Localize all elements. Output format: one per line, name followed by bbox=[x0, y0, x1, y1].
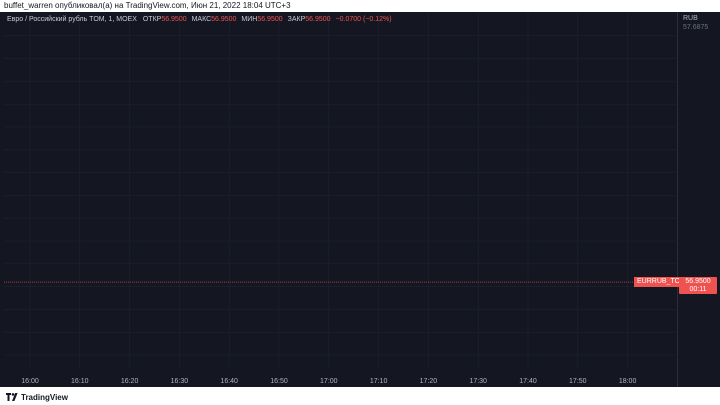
high-label: МАКС bbox=[191, 16, 212, 23]
price-axis[interactable] bbox=[677, 12, 720, 387]
time-tick-label: 17:20 bbox=[420, 378, 438, 385]
symbol-info: Евро / Российский рубль TOM, 1, MOEX bbox=[7, 16, 137, 23]
low-value: 56.9500 bbox=[257, 16, 283, 23]
time-tick-label: 18:00 bbox=[619, 378, 637, 385]
bar-countdown: 00:11 bbox=[689, 286, 707, 294]
price-axis-top-label: 57.6875 bbox=[683, 24, 709, 31]
open-label: ОТКР bbox=[142, 16, 162, 23]
time-tick-label: 17:30 bbox=[469, 378, 487, 385]
time-tick-label: 16:20 bbox=[121, 378, 139, 385]
close-value: 56.9500 bbox=[305, 16, 331, 23]
currency-label: RUB bbox=[683, 15, 698, 22]
tradingview-logo[interactable]: TradingView bbox=[6, 392, 68, 402]
time-tick-label: 17:10 bbox=[370, 378, 388, 385]
low-label: МИН bbox=[241, 16, 258, 23]
close-label: ЗАКР bbox=[287, 16, 306, 23]
candlestick-chart[interactable]: 57.625057.562557.500057.437557.375057.31… bbox=[0, 12, 720, 387]
current-price-tag: 56.9500 00:11 bbox=[679, 277, 717, 295]
time-tick-label: 17:00 bbox=[320, 378, 338, 385]
time-tick-label: 16:40 bbox=[220, 378, 238, 385]
time-tick-label: 16:10 bbox=[71, 378, 89, 385]
time-tick-label: 16:00 bbox=[21, 378, 39, 385]
footer-bar: TradingView bbox=[0, 389, 720, 405]
tradingview-logo-icon bbox=[6, 393, 18, 401]
publisher-bar: buffet_warren опубликовал(а) на TradingV… bbox=[0, 0, 720, 12]
high-value: 56.9500 bbox=[211, 16, 237, 23]
time-tick-label: 16:50 bbox=[270, 378, 288, 385]
brand-name: TradingView bbox=[21, 392, 68, 402]
time-tick-label: 16:30 bbox=[171, 378, 189, 385]
change-value: −0.0700 (−0.12%) bbox=[335, 16, 392, 23]
publisher-line: buffet_warren опубликовал(а) на TradingV… bbox=[4, 1, 291, 10]
chart-pane[interactable]: 57.625057.562557.500057.437557.375057.31… bbox=[0, 12, 720, 387]
time-tick-label: 17:40 bbox=[519, 378, 537, 385]
symbol-price-tag: EURRUB_TOM bbox=[634, 277, 689, 288]
open-value: 56.9500 bbox=[161, 16, 187, 23]
grid-lines bbox=[4, 12, 676, 367]
time-tick-label: 17:50 bbox=[569, 378, 587, 385]
time-axis-ticks: 16:00 16:10 16:20 16:30 16:40 16:50 17:00 17:10… bbox=[21, 378, 636, 385]
current-price-value: 56.9500 bbox=[685, 278, 711, 286]
symbol-legend: Евро / Российский рубль TOM, 1, MOEX ОТК… bbox=[7, 16, 392, 23]
